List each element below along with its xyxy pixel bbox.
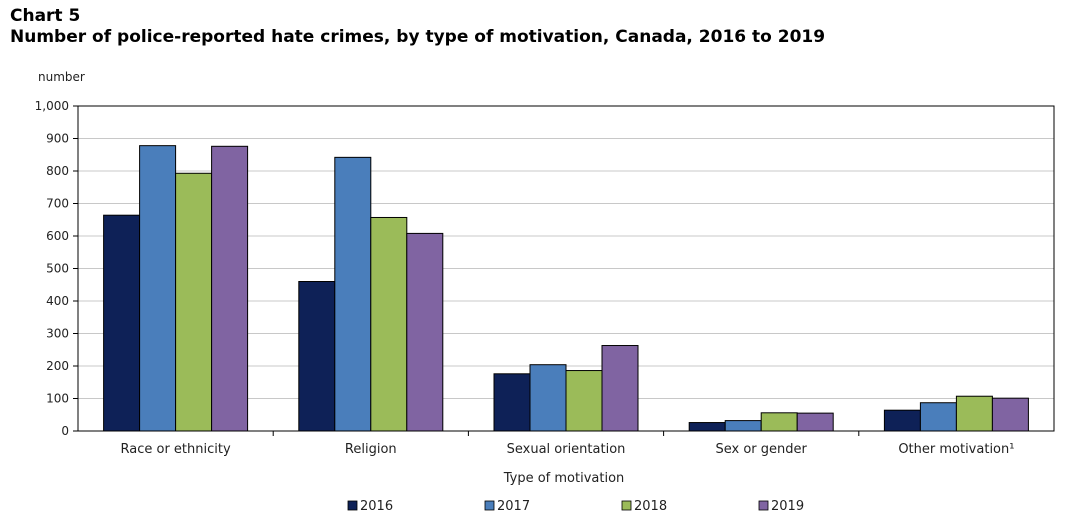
bars <box>103 145 1029 432</box>
bar-2016 <box>298 281 336 432</box>
x-tick-label: Race or ethnicity <box>121 442 231 457</box>
chart-number-label: Chart 5 <box>10 6 81 26</box>
x-tick-label: Religion <box>345 442 397 457</box>
y-tick-label: 500 <box>46 262 69 276</box>
bar-2017 <box>139 145 177 432</box>
legend-item-2019: 2019 <box>758 499 804 514</box>
chart-title: Number of police-reported hate crimes, b… <box>10 27 826 47</box>
bar-2019 <box>406 232 444 432</box>
x-axis-ticks: Race or ethnicity Religion Sexual orientat… <box>121 431 1014 457</box>
chart-header: Chart 5 Number of police-reported hate c… <box>10 6 825 48</box>
y-tick-label: 800 <box>46 164 69 178</box>
y-tick-label: 100 <box>46 392 69 406</box>
legend-label: 2016 <box>360 499 393 514</box>
y-axis-ticks: 0 100 200 300 400 500 600 700 800 900 1,000 <box>35 99 78 438</box>
y-tick-label: 1,000 <box>35 99 69 113</box>
bar-2018 <box>760 412 798 432</box>
bar-2017 <box>529 364 567 432</box>
bar-2019 <box>601 345 639 432</box>
y-tick-label: 400 <box>46 294 69 308</box>
legend-swatch <box>758 500 769 511</box>
legend-item-2018: 2018 <box>621 499 667 514</box>
bar-2016 <box>493 373 531 432</box>
bar-2017 <box>334 156 372 432</box>
bar-2016 <box>688 422 726 432</box>
bar-2019 <box>211 145 249 432</box>
bar-2017 <box>724 420 762 432</box>
legend: 2016 2017 2018 2019 <box>347 499 804 514</box>
y-tick-label: 200 <box>46 359 69 373</box>
bar-2019 <box>796 412 834 432</box>
y-tick-label: 300 <box>46 327 69 341</box>
legend-swatch <box>347 500 358 511</box>
bar-2016 <box>103 214 141 432</box>
legend-item-2016: 2016 <box>347 499 393 514</box>
y-tick-label: 900 <box>46 132 69 146</box>
x-tick-label: Sex or gender <box>716 442 808 457</box>
legend-label: 2019 <box>771 499 804 514</box>
y-axis-label: number <box>38 70 85 84</box>
bar-2016 <box>883 409 921 432</box>
bar-2018 <box>370 216 408 432</box>
bar-2019 <box>991 397 1029 432</box>
legend-label: 2018 <box>634 499 667 514</box>
bar-2018 <box>175 172 213 432</box>
legend-item-2017: 2017 <box>484 499 530 514</box>
bar-2018 <box>565 370 603 432</box>
x-tick-label: Sexual orientation <box>507 442 626 457</box>
legend-swatch <box>484 500 495 511</box>
y-tick-label: 0 <box>61 424 69 438</box>
x-axis-label: Type of motivation <box>503 471 625 486</box>
legend-label: 2017 <box>497 499 530 514</box>
x-tick-label: Other motivation¹ <box>898 442 1014 457</box>
plot-area-frame <box>77 105 1055 432</box>
bar-2018 <box>955 395 993 432</box>
bar-2017 <box>919 402 957 432</box>
y-tick-label: 600 <box>46 229 69 243</box>
legend-swatch <box>621 500 632 511</box>
y-tick-label: 700 <box>46 197 69 211</box>
